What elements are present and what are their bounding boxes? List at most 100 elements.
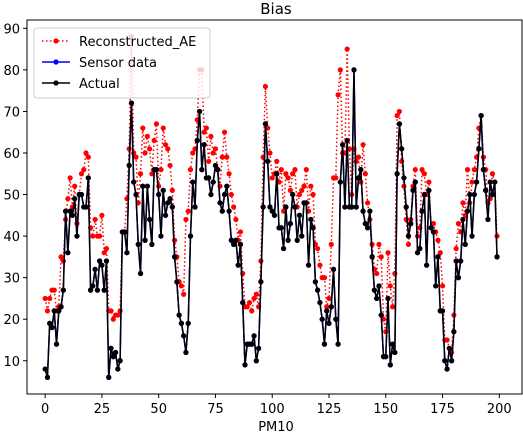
data-point xyxy=(464,208,471,214)
data-point xyxy=(392,349,398,356)
x-tick-label: 125 xyxy=(317,402,342,417)
data-point xyxy=(78,191,85,198)
data-point xyxy=(290,191,296,198)
data-point xyxy=(399,146,405,152)
data-point xyxy=(487,179,493,185)
data-point xyxy=(249,308,255,314)
y-tick-label: 40 xyxy=(3,230,20,245)
data-point xyxy=(226,208,232,214)
data-point xyxy=(256,345,262,351)
data-point xyxy=(153,121,160,127)
data-point xyxy=(181,333,187,339)
data-point xyxy=(53,341,60,347)
data-point xyxy=(253,358,259,364)
y-tick-label: 10 xyxy=(3,355,20,370)
data-point xyxy=(435,254,441,260)
chart-title: Bias xyxy=(260,0,292,18)
data-point xyxy=(430,221,437,227)
data-point xyxy=(260,204,266,210)
data-point xyxy=(369,254,375,260)
data-point xyxy=(92,216,98,223)
data-point xyxy=(326,295,332,302)
data-point xyxy=(108,308,114,314)
data-point xyxy=(355,175,362,181)
data-point xyxy=(403,204,409,210)
series-actual xyxy=(42,67,500,380)
data-point xyxy=(371,287,378,293)
data-point xyxy=(147,216,153,223)
data-point xyxy=(244,304,250,310)
data-point xyxy=(460,200,466,206)
data-point xyxy=(262,121,269,127)
data-point xyxy=(85,175,91,181)
data-point xyxy=(201,129,207,135)
data-point xyxy=(340,142,346,148)
x-tick-label: 100 xyxy=(260,402,285,417)
data-point xyxy=(455,275,462,281)
data-point xyxy=(376,283,382,289)
data-point xyxy=(296,212,303,218)
data-point xyxy=(389,304,396,310)
x-tick-label: 200 xyxy=(487,402,512,417)
data-point xyxy=(167,162,173,169)
legend: Reconstructed_AE Sensor data Actual xyxy=(33,27,211,99)
data-point xyxy=(83,150,89,156)
data-point xyxy=(394,112,400,119)
data-point xyxy=(489,171,496,177)
data-point xyxy=(221,129,228,135)
data-point xyxy=(149,241,155,247)
legend-label: Actual xyxy=(79,77,120,92)
data-point xyxy=(215,167,221,173)
data-point xyxy=(190,150,196,156)
data-point xyxy=(310,225,316,231)
data-point xyxy=(299,187,305,193)
data-point xyxy=(242,362,248,368)
data-point xyxy=(135,241,141,247)
data-point xyxy=(56,308,62,314)
data-point xyxy=(206,175,212,181)
data-point xyxy=(258,279,264,285)
data-point xyxy=(444,337,450,343)
data-point xyxy=(321,341,328,347)
data-point xyxy=(492,179,498,185)
data-point xyxy=(246,299,253,306)
data-point xyxy=(374,295,380,302)
data-point xyxy=(196,108,203,115)
data-point xyxy=(162,212,169,218)
legend-marker xyxy=(53,38,59,44)
data-point xyxy=(99,212,105,218)
data-point xyxy=(437,250,443,256)
data-point xyxy=(464,167,471,173)
y-tick-label: 60 xyxy=(3,147,20,162)
data-point xyxy=(72,196,78,202)
data-point xyxy=(385,295,391,302)
data-point xyxy=(97,258,103,264)
x-tick-label: 175 xyxy=(430,402,455,417)
data-point xyxy=(133,154,139,160)
data-point xyxy=(333,316,339,322)
data-point xyxy=(169,187,175,193)
data-point xyxy=(60,258,66,264)
data-point xyxy=(287,187,293,193)
data-point xyxy=(235,262,241,268)
data-point xyxy=(344,137,350,144)
data-point xyxy=(112,349,119,356)
data-point xyxy=(392,270,398,277)
data-point xyxy=(169,204,175,210)
data-point xyxy=(151,137,157,144)
y-tick-label: 70 xyxy=(3,105,20,120)
legend-entry: Reconstructed_AE xyxy=(42,35,196,50)
data-point xyxy=(42,366,48,372)
data-point xyxy=(63,208,69,214)
data-point xyxy=(376,241,382,247)
data-point xyxy=(156,191,162,198)
data-point xyxy=(278,225,284,231)
data-point xyxy=(233,237,239,243)
data-point xyxy=(312,279,318,285)
data-point xyxy=(221,191,228,198)
data-point xyxy=(421,171,427,177)
data-point xyxy=(383,329,389,335)
data-point xyxy=(483,187,489,193)
data-point xyxy=(315,287,321,293)
data-point xyxy=(294,237,300,243)
